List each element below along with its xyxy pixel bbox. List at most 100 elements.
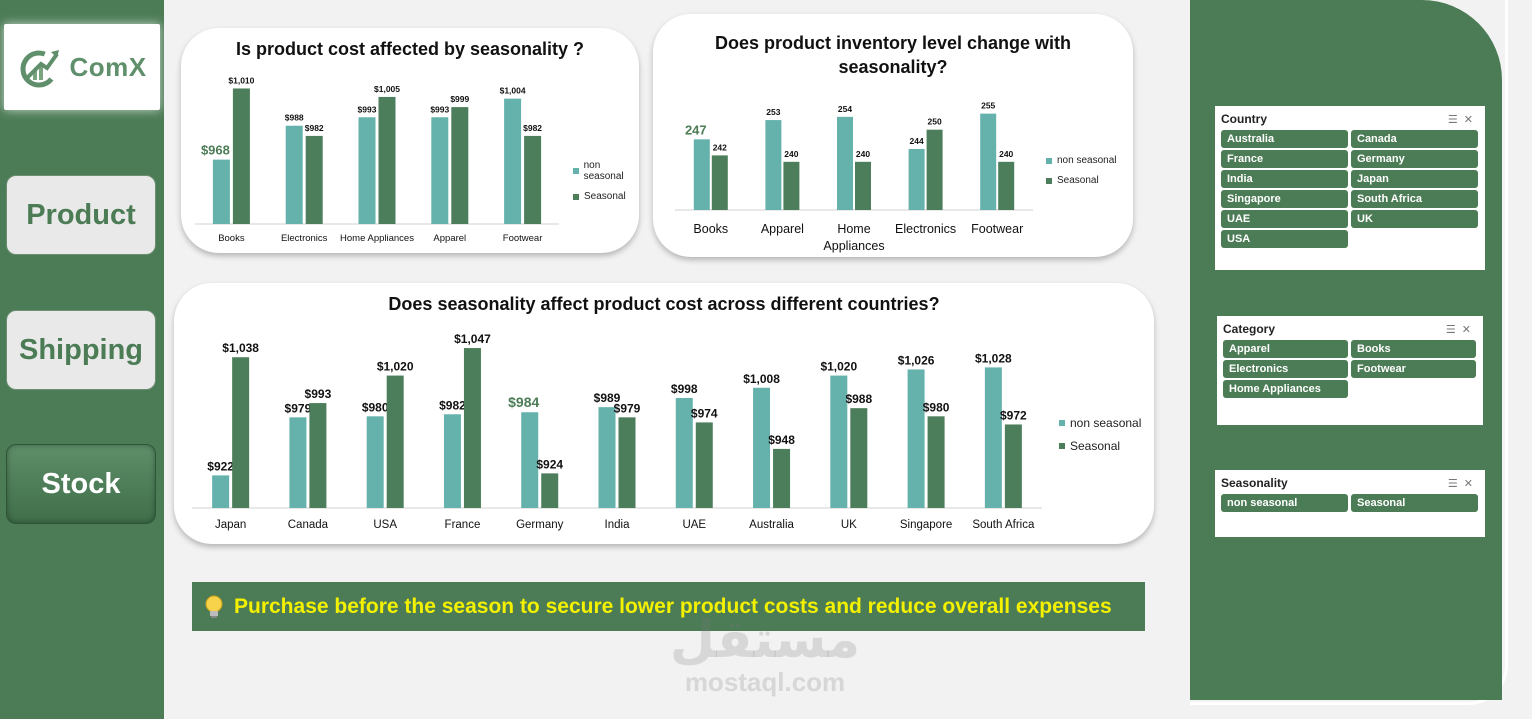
bar-seasonal-footwear[interactable] [524, 135, 542, 224]
filter-panel-outline [1190, 0, 1508, 705]
multi-select-icon[interactable]: ☰ [1447, 113, 1464, 126]
slicer-item-india[interactable]: India [1221, 170, 1348, 188]
data-label-seasonal-footwear: 240 [999, 149, 1013, 159]
bar-seasonal-footwear[interactable] [998, 161, 1015, 210]
slicer-item-electronics[interactable]: Electronics [1223, 360, 1348, 378]
slicer-item-apparel[interactable]: Apparel [1223, 340, 1348, 358]
multi-select-icon[interactable]: ☰ [1445, 323, 1462, 336]
clear-filter-icon[interactable]: ✕ [1463, 113, 1479, 126]
data-label-seasonal-japan: $1,038 [222, 341, 259, 355]
x-tick-label-home-appliances: Home [837, 222, 870, 236]
x-tick-label-uk: UK [841, 519, 857, 531]
slicer-item-home-appliances[interactable]: Home Appliances [1223, 380, 1348, 398]
slicer-item-singapore[interactable]: Singapore [1221, 190, 1348, 208]
bar-seasonal-south-africa[interactable] [1004, 424, 1022, 508]
chart-legend: non seasonal Seasonal [573, 160, 639, 211]
chart-legend: non seasonal Seasonal [1059, 416, 1141, 462]
bar-non-seasonal-apparel[interactable] [765, 120, 782, 210]
bar-seasonal-france[interactable] [463, 348, 481, 508]
data-label-seasonal-electronics: $982 [305, 123, 324, 133]
x-tick-label-india: India [605, 519, 631, 531]
bar-non-seasonal-usa[interactable] [366, 416, 384, 508]
cost-by-country-chart: $922$1,038Japan$979$993Canada$980$1,020U… [192, 332, 1042, 531]
bar-seasonal-electronics[interactable] [305, 135, 323, 224]
nav-stock-button[interactable]: Stock [6, 444, 156, 524]
slicer-item-france[interactable]: France [1221, 150, 1348, 168]
x-tick-label-usa: USA [373, 519, 397, 531]
slicer-item-germany[interactable]: Germany [1351, 150, 1478, 168]
x-tick-label-home-appliances: Home Appliances [340, 233, 414, 244]
bar-non-seasonal-electronics[interactable] [285, 125, 303, 224]
nav-product-button[interactable]: Product [6, 175, 156, 255]
bar-seasonal-apparel[interactable] [451, 107, 469, 224]
inventory-by-category-card: Does product inventory level change with… [653, 14, 1133, 257]
x-tick-label-france: France [445, 519, 481, 531]
slicer-item-seasonal[interactable]: Seasonal [1351, 494, 1478, 512]
data-label-non-seasonal-canada: $979 [285, 401, 312, 415]
bar-non-seasonal-singapore[interactable] [907, 369, 925, 508]
bar-seasonal-india[interactable] [618, 417, 636, 508]
slicer-item-usa[interactable]: USA [1221, 230, 1348, 248]
bar-seasonal-uae[interactable] [695, 422, 713, 508]
bar-non-seasonal-books[interactable] [693, 139, 710, 210]
slicer-item-south-africa[interactable]: South Africa [1351, 190, 1478, 208]
bar-non-seasonal-home-appliances[interactable] [837, 116, 853, 210]
bar-non-seasonal-india[interactable] [598, 407, 616, 508]
bar-non-seasonal-books[interactable] [212, 159, 230, 224]
slicer-item-non-seasonal[interactable]: non seasonal [1221, 494, 1348, 512]
data-label-seasonal-uk: $988 [845, 392, 872, 406]
bar-seasonal-apparel[interactable] [783, 161, 800, 210]
clear-filter-icon[interactable]: ✕ [1463, 477, 1479, 490]
bar-non-seasonal-japan[interactable] [212, 475, 230, 508]
bar-seasonal-singapore[interactable] [927, 416, 945, 508]
bar-seasonal-books[interactable] [711, 155, 728, 210]
bar-seasonal-japan[interactable] [232, 357, 250, 508]
slicer-item-uae[interactable]: UAE [1221, 210, 1348, 228]
bar-non-seasonal-uk[interactable] [830, 375, 848, 508]
bar-non-seasonal-electronics[interactable] [908, 148, 925, 210]
bar-seasonal-canada[interactable] [309, 403, 327, 508]
x-tick-label-australia: Australia [749, 519, 794, 531]
data-label-non-seasonal-apparel: $993 [430, 104, 449, 114]
bar-non-seasonal-footwear[interactable] [980, 113, 997, 210]
legend-swatch-seasonal [573, 193, 579, 200]
bar-seasonal-electronics[interactable] [926, 129, 943, 210]
bar-non-seasonal-australia[interactable] [753, 387, 771, 508]
data-label-seasonal-uae: $974 [691, 406, 718, 420]
bar-non-seasonal-footwear[interactable] [504, 98, 522, 224]
slicer-item-australia[interactable]: Australia [1221, 130, 1348, 148]
data-label-seasonal-books: 242 [713, 142, 727, 152]
bar-non-seasonal-south-africa[interactable] [984, 367, 1002, 508]
bar-seasonal-germany[interactable] [541, 473, 559, 508]
bar-seasonal-home-appliances[interactable] [855, 161, 871, 210]
category-slicer: Category ☰✕ Apparel Books Electronics Fo… [1217, 316, 1483, 425]
bar-seasonal-books[interactable] [232, 88, 250, 225]
legend-label-non-seasonal: non seasonal [1070, 416, 1142, 430]
bar-seasonal-usa[interactable] [386, 375, 404, 508]
multi-select-icon[interactable]: ☰ [1447, 477, 1464, 490]
bar-seasonal-home-appliances[interactable] [378, 96, 396, 224]
data-label-non-seasonal-australia: $1,008 [743, 372, 780, 386]
seasonality-slicer: Seasonality ☰✕ non seasonal Seasonal [1215, 470, 1485, 537]
sidebar: ComX Product Shipping Stock [0, 0, 164, 719]
data-label-non-seasonal-electronics: 244 [910, 136, 924, 146]
clear-filter-icon[interactable]: ✕ [1461, 323, 1477, 336]
slicer-item-footwear[interactable]: Footwear [1351, 360, 1476, 378]
bar-seasonal-uk[interactable] [850, 408, 868, 508]
nav-shipping-button[interactable]: Shipping [6, 310, 156, 390]
legend-label-seasonal: Seasonal [1057, 175, 1099, 186]
slicer-item-canada[interactable]: Canada [1351, 130, 1478, 148]
slicer-item-uk[interactable]: UK [1351, 210, 1478, 228]
x-tick-label-uae: UAE [682, 519, 706, 531]
bar-non-seasonal-home-appliances[interactable] [358, 117, 376, 224]
bar-seasonal-australia[interactable] [773, 448, 791, 508]
bar-non-seasonal-france[interactable] [443, 414, 461, 508]
bar-non-seasonal-apparel[interactable] [431, 117, 449, 224]
bar-non-seasonal-uae[interactable] [675, 397, 693, 508]
legend-swatch-non-seasonal [1059, 420, 1065, 426]
slicer-item-japan[interactable]: Japan [1351, 170, 1478, 188]
bar-non-seasonal-canada[interactable] [289, 417, 307, 508]
bar-non-seasonal-germany[interactable] [521, 412, 539, 508]
x-tick-label-apparel: Apparel [433, 233, 466, 244]
slicer-item-books[interactable]: Books [1351, 340, 1476, 358]
